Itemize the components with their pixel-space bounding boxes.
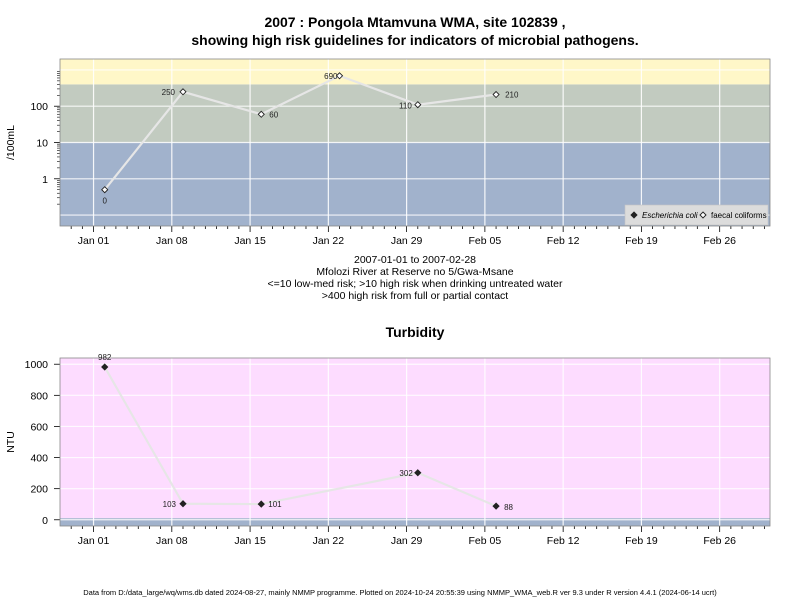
chart2-xtick-label: Feb 12 <box>547 535 580 547</box>
chart2-data-label: 103 <box>163 500 177 509</box>
chart2-xtick-label: Jan 29 <box>391 535 423 547</box>
chart1-title-line1: 2007 : Pongola Mtamvuna WMA, site 102839… <box>264 14 566 30</box>
chart2-xtick-label: Jan 15 <box>234 535 266 547</box>
chart2-data-label: 982 <box>98 353 112 362</box>
chart1-legend-marker-ecoli <box>630 211 638 219</box>
chart2-data-point <box>179 500 187 508</box>
chart1-xtick-label: Feb 05 <box>469 235 502 247</box>
chart2-ytick-label: 0 <box>42 515 48 527</box>
chart1-data-point <box>101 186 109 194</box>
chart1-y-axis-label: /100mL <box>5 125 17 160</box>
chart1-data-point <box>335 72 344 80</box>
chart2-xtick-label: Feb 05 <box>469 535 502 547</box>
chart1-title-line2: showing high risk guidelines for indicat… <box>191 32 639 48</box>
chart1-data-label: 60 <box>269 110 278 119</box>
chart1-xtick-label: Jan 15 <box>234 235 266 247</box>
chart2-data-label: 101 <box>268 500 282 509</box>
chart2-data-point <box>101 363 109 371</box>
chart2-ytick-label: 800 <box>30 390 48 402</box>
chart1-legend-box <box>624 204 769 226</box>
chart2-band-1 <box>60 358 770 519</box>
chart1-plot-frame <box>59 58 771 227</box>
chart1-risk-band-3 <box>60 59 770 85</box>
chart2-band-2 <box>60 518 770 526</box>
chart2-xtick-label: Jan 01 <box>78 535 110 547</box>
chart1-data-point <box>414 101 422 109</box>
chart1-data-label: 0 <box>102 197 107 206</box>
chart1-data-label: 210 <box>505 91 519 100</box>
chart1-data-point <box>179 88 187 96</box>
chart1-xtick-label: Jan 22 <box>313 235 345 247</box>
chart1-xtick-label: Jan 01 <box>78 235 110 247</box>
chart1-legend-label-faecal: faecal coliforms <box>711 211 767 220</box>
chart2-data-point <box>257 500 265 508</box>
chart1-ytick-label: 1 <box>42 174 48 186</box>
chart1-caption-dates: 2007-01-01 to 2007-02-28 <box>353 254 476 266</box>
chart1-xtick-label: Feb 19 <box>625 235 658 247</box>
chart1-data-label: 690 <box>324 72 338 81</box>
chart1-xtick-label: Jan 08 <box>156 235 188 247</box>
chart2-data-point <box>492 502 500 510</box>
chart2-data-label: 302 <box>399 469 413 478</box>
chart2-plot-frame <box>59 357 771 527</box>
chart2-title: Turbidity <box>385 324 445 340</box>
chart1-xtick-label: Feb 12 <box>547 235 580 247</box>
chart1-data-point <box>257 110 265 118</box>
chart2-y-axis-label: NTU <box>5 431 17 453</box>
chart2-xtick-label: Jan 22 <box>313 535 345 547</box>
chart1-data-point <box>492 90 500 99</box>
chart1-caption-risk2: >400 high risk from full or partial cont… <box>321 290 509 302</box>
chart1-risk-band-2 <box>60 84 770 143</box>
chart2-data-label: 88 <box>504 503 513 512</box>
chart2-xtick-label: Feb 19 <box>625 535 658 547</box>
chart1-data-label: 250 <box>162 88 176 97</box>
chart1-series-line-faecal-coliforms <box>103 74 497 191</box>
chart1-legend-marker-faecal <box>699 211 707 219</box>
chart1-caption-site: Mfolozi River at Reserve no 5/Gwa-Msane <box>316 266 514 278</box>
footer-note: Data from D:/data_large/wq/wms.db dated … <box>83 588 717 597</box>
chart2-xtick-label: Jan 08 <box>156 535 188 547</box>
chart2-ytick-label: 400 <box>30 453 48 465</box>
chart1-legend-label-ecoli: Escherichia coli <box>642 211 698 220</box>
chart1-xtick-label: Feb 26 <box>703 235 736 247</box>
chart1-xtick-label: Jan 29 <box>391 235 423 247</box>
chart2-xtick-label: Feb 26 <box>703 535 736 547</box>
chart1-data-label: 110 <box>399 102 412 111</box>
chart2-ytick-label: 200 <box>30 484 48 496</box>
chart2-ytick-label: 600 <box>30 421 48 433</box>
chart1-ytick-label: 100 <box>30 101 48 113</box>
chart1-caption-risk1: <=10 low-med risk; >10 high risk when dr… <box>267 278 563 290</box>
chart1-ytick-label: 10 <box>36 138 48 150</box>
chart2-data-point <box>414 469 422 477</box>
chart2-ytick-label: 1000 <box>25 359 49 371</box>
